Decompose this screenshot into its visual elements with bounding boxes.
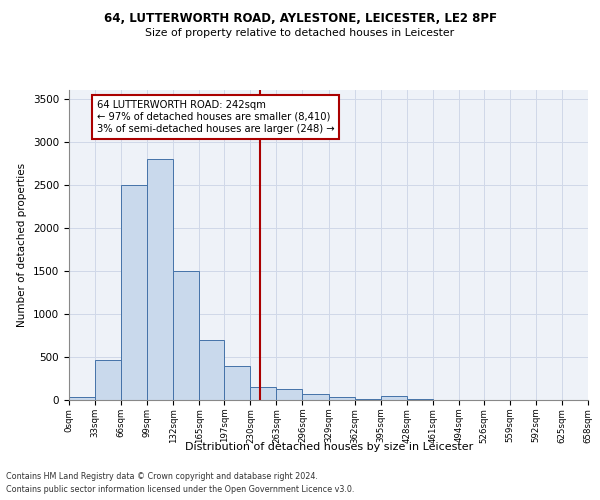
Bar (199, 340, 224, 400)
Bar (355, 398, 380, 400)
Text: Contains public sector information licensed under the Open Government Licence v3: Contains public sector information licen… (6, 485, 355, 494)
Text: 64 LUTTERWORTH ROAD: 242sqm
← 97% of detached houses are smaller (8,410)
3% of s: 64 LUTTERWORTH ROAD: 242sqm ← 97% of det… (97, 100, 334, 134)
Bar (277, 389, 302, 400)
Bar (147, 159, 173, 400)
Bar (329, 398, 355, 400)
Bar (95, 360, 121, 400)
Bar (224, 366, 250, 400)
Bar (302, 394, 329, 400)
Bar (173, 271, 199, 400)
Bar (69, 398, 95, 400)
Bar (250, 387, 277, 400)
Bar (380, 396, 407, 400)
Bar (121, 184, 147, 400)
Y-axis label: Number of detached properties: Number of detached properties (17, 163, 28, 327)
Text: Contains HM Land Registry data © Crown copyright and database right 2024.: Contains HM Land Registry data © Crown c… (6, 472, 318, 481)
Text: 64, LUTTERWORTH ROAD, AYLESTONE, LEICESTER, LE2 8PF: 64, LUTTERWORTH ROAD, AYLESTONE, LEICEST… (104, 12, 497, 26)
Text: Distribution of detached houses by size in Leicester: Distribution of detached houses by size … (185, 442, 473, 452)
Bar (407, 399, 433, 400)
Text: Size of property relative to detached houses in Leicester: Size of property relative to detached ho… (145, 28, 455, 38)
